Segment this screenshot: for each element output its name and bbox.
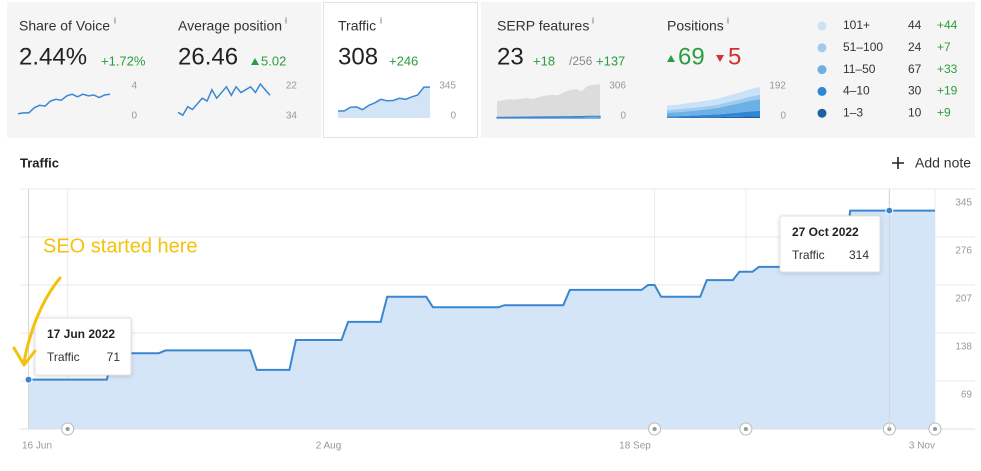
tooltip-value: 71 xyxy=(107,350,121,364)
legend-count: 44 xyxy=(908,18,922,32)
up-arrow xyxy=(667,55,675,62)
metric-title[interactable]: Share of Voice xyxy=(19,18,110,34)
tooltip xyxy=(779,215,881,273)
tooltip-date: 17 Jun 2022 xyxy=(47,327,115,341)
up-arrow xyxy=(251,58,259,65)
spark-line xyxy=(17,93,111,115)
info-icon[interactable]: i xyxy=(114,15,116,25)
tooltip-value: 314 xyxy=(849,248,869,262)
legend-swatch xyxy=(817,21,827,31)
card-background xyxy=(7,2,321,138)
traffic-area xyxy=(28,210,935,429)
y-tick-label: 276 xyxy=(955,246,972,257)
legend-label: 51–100 xyxy=(843,40,883,54)
legend-change: +33 xyxy=(937,62,958,76)
chart-title: Traffic xyxy=(20,155,59,170)
tooltip xyxy=(34,317,132,376)
info-icon[interactable]: i xyxy=(727,15,729,25)
spark-line xyxy=(177,82,271,117)
legend-change: +19 xyxy=(937,84,958,98)
x-tick-label: 16 Jun xyxy=(22,441,52,452)
spark-tick-label: 192 xyxy=(769,81,786,92)
metric-title[interactable]: SERP features xyxy=(497,18,589,34)
note-marker-dot xyxy=(933,427,937,431)
spark-tick-label: 34 xyxy=(286,111,298,122)
spark-line xyxy=(338,86,430,112)
stacked-area xyxy=(667,116,760,118)
legend-change: +7 xyxy=(937,40,951,54)
hover-point xyxy=(885,206,894,215)
metric-total-change: +137 xyxy=(596,53,625,68)
spark-tick-label: 0 xyxy=(131,111,137,122)
legend-label: 101+ xyxy=(843,18,870,32)
metric-title[interactable]: Positions xyxy=(667,18,724,34)
note-marker-dot xyxy=(65,427,70,431)
add-note-button[interactable]: Add note xyxy=(915,155,971,171)
down-arrow xyxy=(716,55,724,62)
y-tick-label: 345 xyxy=(955,198,972,209)
legend-count: 24 xyxy=(908,40,922,54)
legend-count: 30 xyxy=(908,84,922,98)
stacked-area xyxy=(667,99,760,117)
metric-value: 308 xyxy=(338,43,378,70)
tooltip-label: Traffic xyxy=(47,350,80,364)
metric-value: 2.44% xyxy=(19,43,87,70)
tooltip-label: Traffic xyxy=(792,248,825,262)
legend-swatch xyxy=(817,108,827,118)
traffic-line xyxy=(28,209,935,381)
y-tick-label: 207 xyxy=(955,294,972,305)
metric-change: +246 xyxy=(389,53,418,68)
metric-change: 5.02 xyxy=(261,53,286,68)
positions-up: 69 xyxy=(678,43,705,70)
legend-label: 11–50 xyxy=(843,62,876,76)
positions-down: 5 xyxy=(728,43,741,70)
legend-count: 67 xyxy=(908,62,922,76)
annotation-arrowhead xyxy=(12,346,37,367)
metric-total: /256 xyxy=(569,54,593,68)
hover-point xyxy=(24,375,33,384)
spark-tick-label: 22 xyxy=(286,81,298,92)
metric-title[interactable]: Traffic xyxy=(338,18,376,34)
legend-label: 1–3 xyxy=(843,105,863,119)
legend-change: +44 xyxy=(937,18,958,32)
spark-tick-label: 0 xyxy=(780,111,786,122)
spark-area xyxy=(497,84,600,118)
stacked-area xyxy=(667,110,760,118)
metric-value: 23 xyxy=(497,43,524,70)
stacked-area xyxy=(667,94,760,113)
spark-tick-label: 345 xyxy=(439,81,456,92)
spark-tick-label: 4 xyxy=(131,81,137,92)
spark-tick-label: 0 xyxy=(620,111,626,122)
metric-value: 26.46 xyxy=(178,43,238,70)
annotation-arrow xyxy=(22,276,62,364)
legend-swatch xyxy=(817,86,827,96)
y-tick-label: 69 xyxy=(961,390,973,401)
stacked-area xyxy=(667,87,760,110)
y-tick-label: 138 xyxy=(955,342,972,353)
legend-change: +9 xyxy=(937,105,951,119)
annotation: SEO started here xyxy=(43,235,198,257)
legend-swatch xyxy=(817,65,827,75)
spark-tick-label: 0 xyxy=(450,111,456,122)
metric-change: +1.72% xyxy=(101,53,146,68)
legend-count: 10 xyxy=(908,105,922,119)
x-tick-label: 18 Sep xyxy=(619,441,651,452)
add-icon[interactable] xyxy=(892,157,904,169)
spark-area xyxy=(338,87,430,118)
x-tick-label: 3 Nov xyxy=(909,441,935,452)
legend-label: 4–10 xyxy=(843,84,870,98)
info-icon[interactable]: i xyxy=(592,15,594,25)
metric-title[interactable]: Average position xyxy=(178,18,282,34)
spark-tick-label: 306 xyxy=(609,81,626,92)
info-icon[interactable]: i xyxy=(285,15,287,25)
legend-swatch xyxy=(817,43,827,53)
tooltip-date: 27 Oct 2022 xyxy=(792,225,859,239)
info-icon[interactable]: i xyxy=(380,15,382,25)
note-marker-dot xyxy=(652,427,657,431)
metric-change: +18 xyxy=(533,53,555,68)
note-marker-dot xyxy=(743,427,748,431)
spark-line xyxy=(496,115,601,119)
x-tick-label: 2 Aug xyxy=(316,441,342,452)
